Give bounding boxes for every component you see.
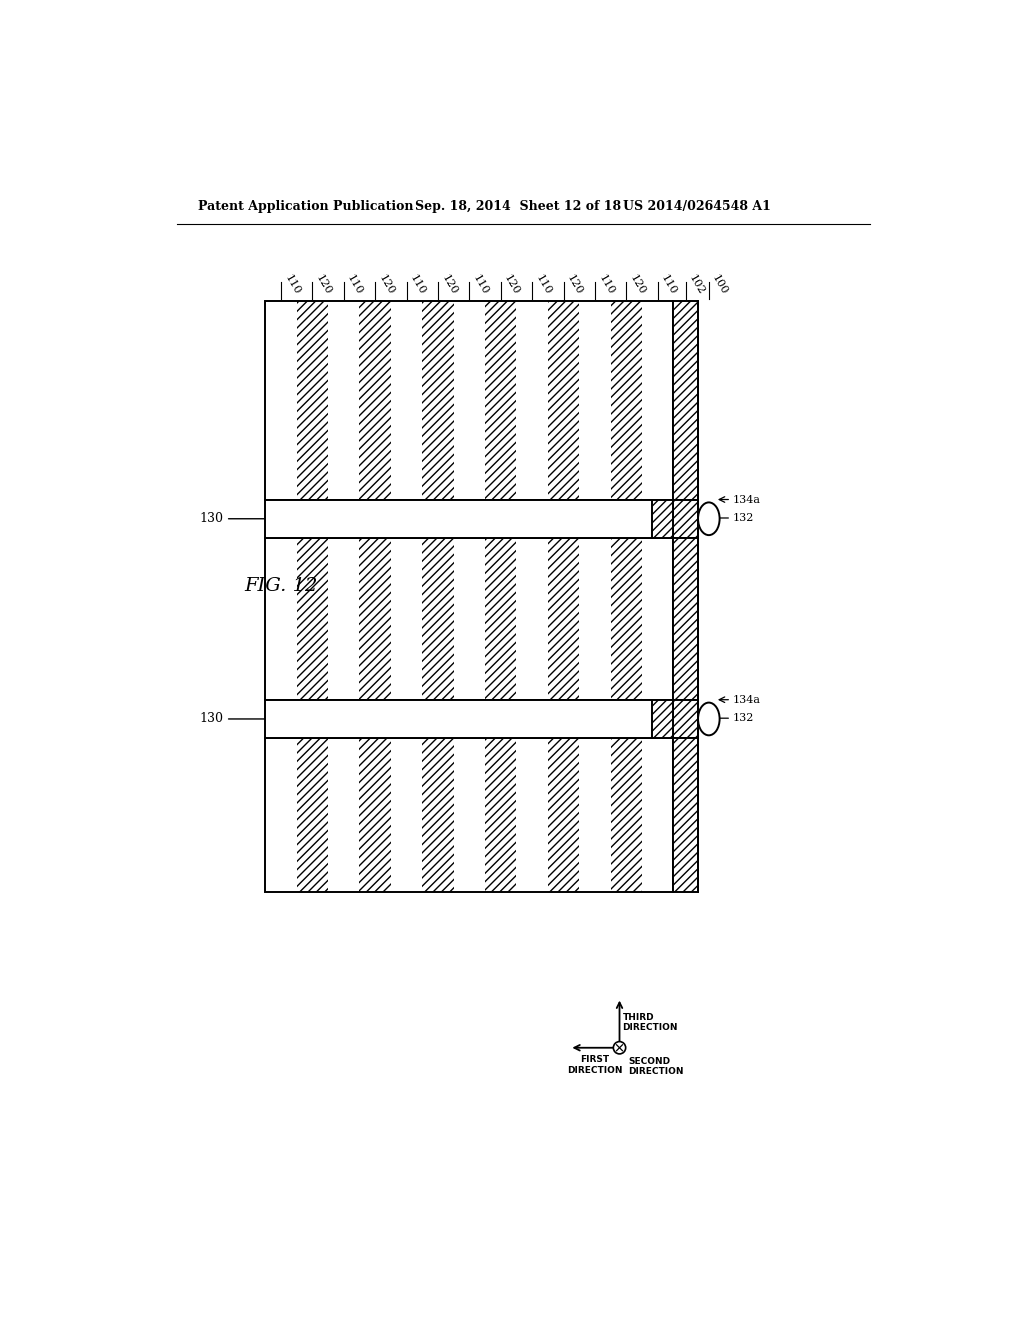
Text: 110: 110 <box>596 273 615 296</box>
Bar <box>674 700 698 738</box>
Bar <box>548 738 580 892</box>
Bar <box>610 738 642 892</box>
Bar <box>359 738 391 892</box>
Bar <box>297 301 328 499</box>
Bar <box>265 301 674 499</box>
Bar <box>610 301 642 499</box>
Bar <box>422 738 454 892</box>
Bar <box>674 738 698 892</box>
Bar <box>674 499 698 539</box>
Bar <box>548 301 580 499</box>
Text: 120: 120 <box>314 273 333 296</box>
Bar <box>652 499 674 539</box>
Text: 120: 120 <box>503 273 521 296</box>
Bar <box>485 301 516 499</box>
Bar <box>265 539 674 700</box>
Ellipse shape <box>698 702 720 735</box>
Bar <box>265 700 674 738</box>
Text: 134a: 134a <box>733 694 761 705</box>
Circle shape <box>613 1041 626 1053</box>
Bar <box>485 738 516 892</box>
Text: FIRST
DIRECTION: FIRST DIRECTION <box>566 1056 623 1074</box>
Text: 110: 110 <box>345 273 365 296</box>
Text: 102: 102 <box>687 273 707 296</box>
Text: 110: 110 <box>409 273 427 296</box>
Text: 130: 130 <box>199 512 284 525</box>
Text: SECOND
DIRECTION: SECOND DIRECTION <box>628 1057 683 1076</box>
Text: 132: 132 <box>733 713 754 723</box>
Bar <box>265 499 674 539</box>
Bar <box>652 700 674 738</box>
Bar <box>422 301 454 499</box>
Text: 134a: 134a <box>733 495 761 504</box>
Text: 110: 110 <box>471 273 490 296</box>
Text: 110: 110 <box>283 273 302 296</box>
Bar <box>485 539 516 700</box>
Text: 110: 110 <box>659 273 679 296</box>
Bar <box>422 539 454 700</box>
Text: 120: 120 <box>565 273 585 296</box>
Bar <box>297 539 328 700</box>
Text: 120: 120 <box>439 273 459 296</box>
Text: Patent Application Publication: Patent Application Publication <box>199 199 414 213</box>
Bar <box>359 539 391 700</box>
Bar <box>265 738 674 892</box>
Bar <box>359 301 391 499</box>
Text: FIG. 12: FIG. 12 <box>245 577 317 595</box>
Bar <box>674 301 698 499</box>
Text: Sep. 18, 2014  Sheet 12 of 18: Sep. 18, 2014 Sheet 12 of 18 <box>416 199 622 213</box>
Text: 130: 130 <box>199 713 284 726</box>
Bar <box>610 539 642 700</box>
Text: 110: 110 <box>534 273 553 296</box>
Text: 132: 132 <box>733 513 754 523</box>
Bar <box>265 539 674 700</box>
Text: 120: 120 <box>628 273 647 296</box>
Text: 120: 120 <box>377 273 396 296</box>
Text: THIRD
DIRECTION: THIRD DIRECTION <box>623 1012 678 1032</box>
Text: 100: 100 <box>711 273 730 296</box>
Bar <box>548 539 580 700</box>
Bar <box>297 738 328 892</box>
Text: US 2014/0264548 A1: US 2014/0264548 A1 <box>624 199 771 213</box>
Bar <box>265 738 674 892</box>
Bar <box>674 539 698 700</box>
Ellipse shape <box>698 503 720 535</box>
Bar <box>265 301 674 499</box>
